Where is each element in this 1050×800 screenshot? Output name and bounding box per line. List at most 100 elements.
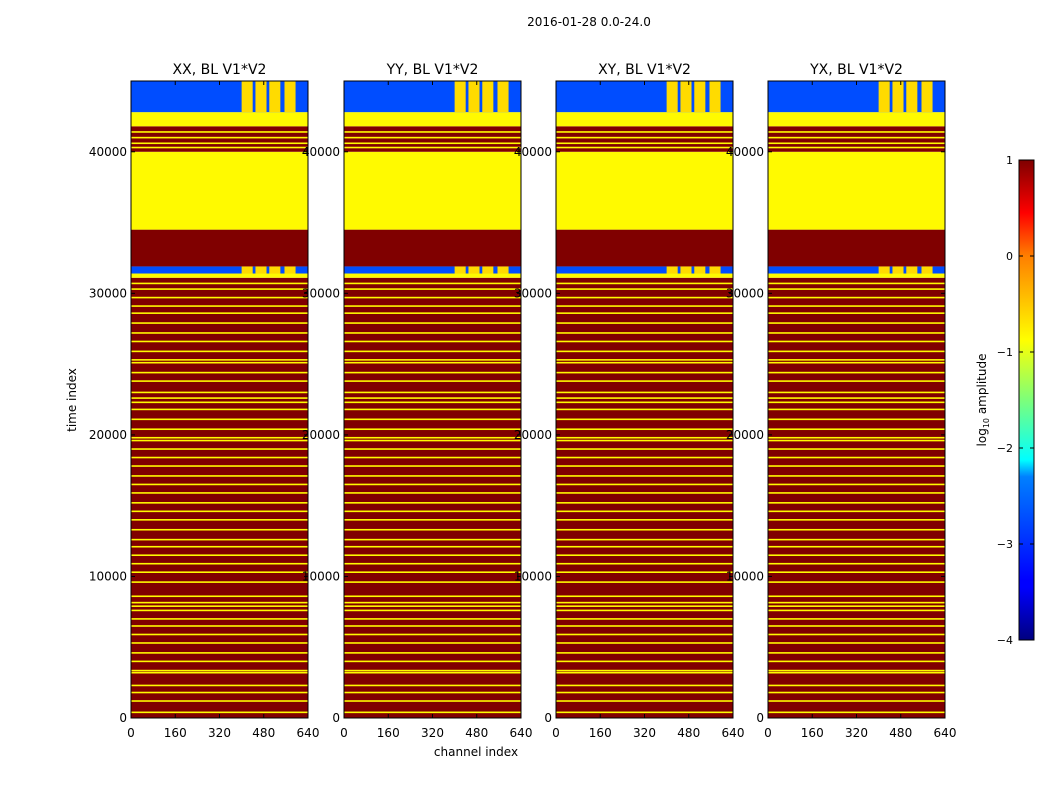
heatmap-stripe: [344, 448, 521, 450]
heatmap-stripe: [344, 601, 521, 604]
colorbar-label-prefix: log: [975, 428, 989, 446]
colorbar-label-subscript: 10: [982, 418, 991, 428]
heatmap-stripe: [344, 361, 521, 364]
panel-yx: YX, BL V1*V2 0 160 320 480 640 0 10000 20000 3000…: [726, 62, 957, 740]
heatmap-stripe: [768, 359, 945, 361]
heatmap-stripe: [556, 625, 733, 627]
y-tick-label: 40000: [302, 145, 340, 159]
heatmap-stripe: [344, 618, 521, 620]
heatmap-stripe: [768, 131, 945, 133]
x-tick-label: 160: [589, 726, 612, 740]
heatmap-stripe: [768, 652, 945, 654]
heatmap-stripe: [344, 436, 521, 439]
y-tick-label: 10000: [514, 569, 552, 583]
heatmap-band: [482, 81, 494, 113]
heatmap-stripe: [768, 519, 945, 521]
heatmap-block: [344, 112, 521, 127]
heatmap-band: [694, 81, 706, 113]
heatmap-stripe: [131, 483, 308, 486]
heatmap-stripe: [768, 428, 945, 431]
heatmap-block: [556, 229, 733, 267]
heatmap-stripe: [768, 581, 945, 583]
heatmap-block: [768, 277, 945, 718]
heatmap-stripe: [556, 436, 733, 439]
heatmap-band: [709, 266, 721, 274]
heatmap-stripe: [768, 633, 945, 636]
heatmap-stripe: [556, 418, 733, 421]
heatmap-block: [556, 273, 733, 278]
heatmap-stripe: [556, 660, 733, 663]
heatmap-stripe: [768, 361, 945, 364]
colorbar-label-suffix: amplitude: [975, 354, 989, 418]
heatmap-stripe: [556, 633, 733, 636]
heatmap-block: [768, 151, 945, 230]
heatmap-stripe: [131, 691, 308, 694]
heatmap-stripe: [344, 397, 521, 399]
heatmap-stripe: [131, 391, 308, 394]
heatmap-stripe: [556, 439, 733, 442]
heatmap-stripe: [768, 684, 945, 687]
heatmap-band: [269, 81, 281, 113]
heatmap-stripe: [344, 562, 521, 565]
x-tick-label: 480: [889, 726, 912, 740]
heatmap-stripe: [344, 312, 521, 314]
heatmap-stripe: [131, 595, 308, 598]
y-tick-label: 0: [756, 711, 764, 725]
y-tick-label: 40000: [514, 145, 552, 159]
heatmap-stripe: [768, 391, 945, 394]
heatmap-stripe: [131, 359, 308, 361]
heatmap-stripe: [131, 408, 308, 411]
heatmap-stripe: [556, 322, 733, 324]
heatmap-stripe: [131, 361, 308, 364]
heatmap-stripe: [556, 684, 733, 687]
heatmap-stripe: [556, 332, 733, 334]
heatmap-stripe: [131, 288, 308, 290]
heatmap-stripe: [556, 545, 733, 548]
x-tick-label: 320: [421, 726, 444, 740]
heatmap-stripe: [131, 519, 308, 521]
heatmap-band: [284, 81, 296, 113]
panel-title: YY, BL V1*V2: [386, 62, 479, 78]
heatmap-stripe: [556, 340, 733, 343]
heatmap-band: [497, 266, 509, 274]
heatmap-stripe: [556, 282, 733, 285]
heatmap-stripe: [344, 359, 521, 361]
heatmap-stripe: [344, 350, 521, 353]
y-tick-label: 0: [544, 711, 552, 725]
y-tick-label: 10000: [302, 569, 340, 583]
heatmap-stripe: [556, 465, 733, 467]
heatmap-stripe: [131, 282, 308, 285]
heatmap-stripe: [344, 691, 521, 694]
heatmap-band: [454, 266, 466, 274]
heatmap-band: [694, 266, 706, 274]
heatmap-stripe: [131, 322, 308, 324]
heatmap-band: [284, 266, 296, 274]
heatmap-stripe: [344, 483, 521, 486]
heatmap-stripe: [556, 312, 733, 314]
heatmap-stripe: [344, 332, 521, 334]
panel-title: XX, BL V1*V2: [173, 62, 267, 78]
heatmap-band: [241, 81, 253, 113]
heatmap-stripe: [344, 502, 521, 504]
heatmap-block: [344, 273, 521, 278]
y-tick-label: 30000: [89, 286, 127, 300]
heatmap-stripe: [344, 684, 521, 687]
heatmap-stripe: [344, 340, 521, 343]
heatmap-stripe: [131, 340, 308, 343]
heatmap-stripe: [768, 296, 945, 299]
heatmap-stripe: [131, 332, 308, 334]
heatmap-stripe: [344, 456, 521, 459]
heatmap-band: [468, 266, 480, 274]
heatmap-block: [768, 112, 945, 127]
heatmap-stripe: [131, 448, 308, 450]
heatmap-block: [344, 266, 521, 274]
heatmap-stripe: [556, 538, 733, 541]
heatmap-stripe: [131, 652, 308, 654]
colorbar-tick-label: −2: [997, 442, 1013, 455]
heatmap-block: [131, 112, 308, 127]
heatmap-stripe: [556, 571, 733, 573]
heatmap-stripe: [344, 538, 521, 541]
heatmap-band: [921, 266, 933, 274]
y-tick-label: 10000: [726, 569, 764, 583]
heatmap-block: [344, 277, 521, 718]
